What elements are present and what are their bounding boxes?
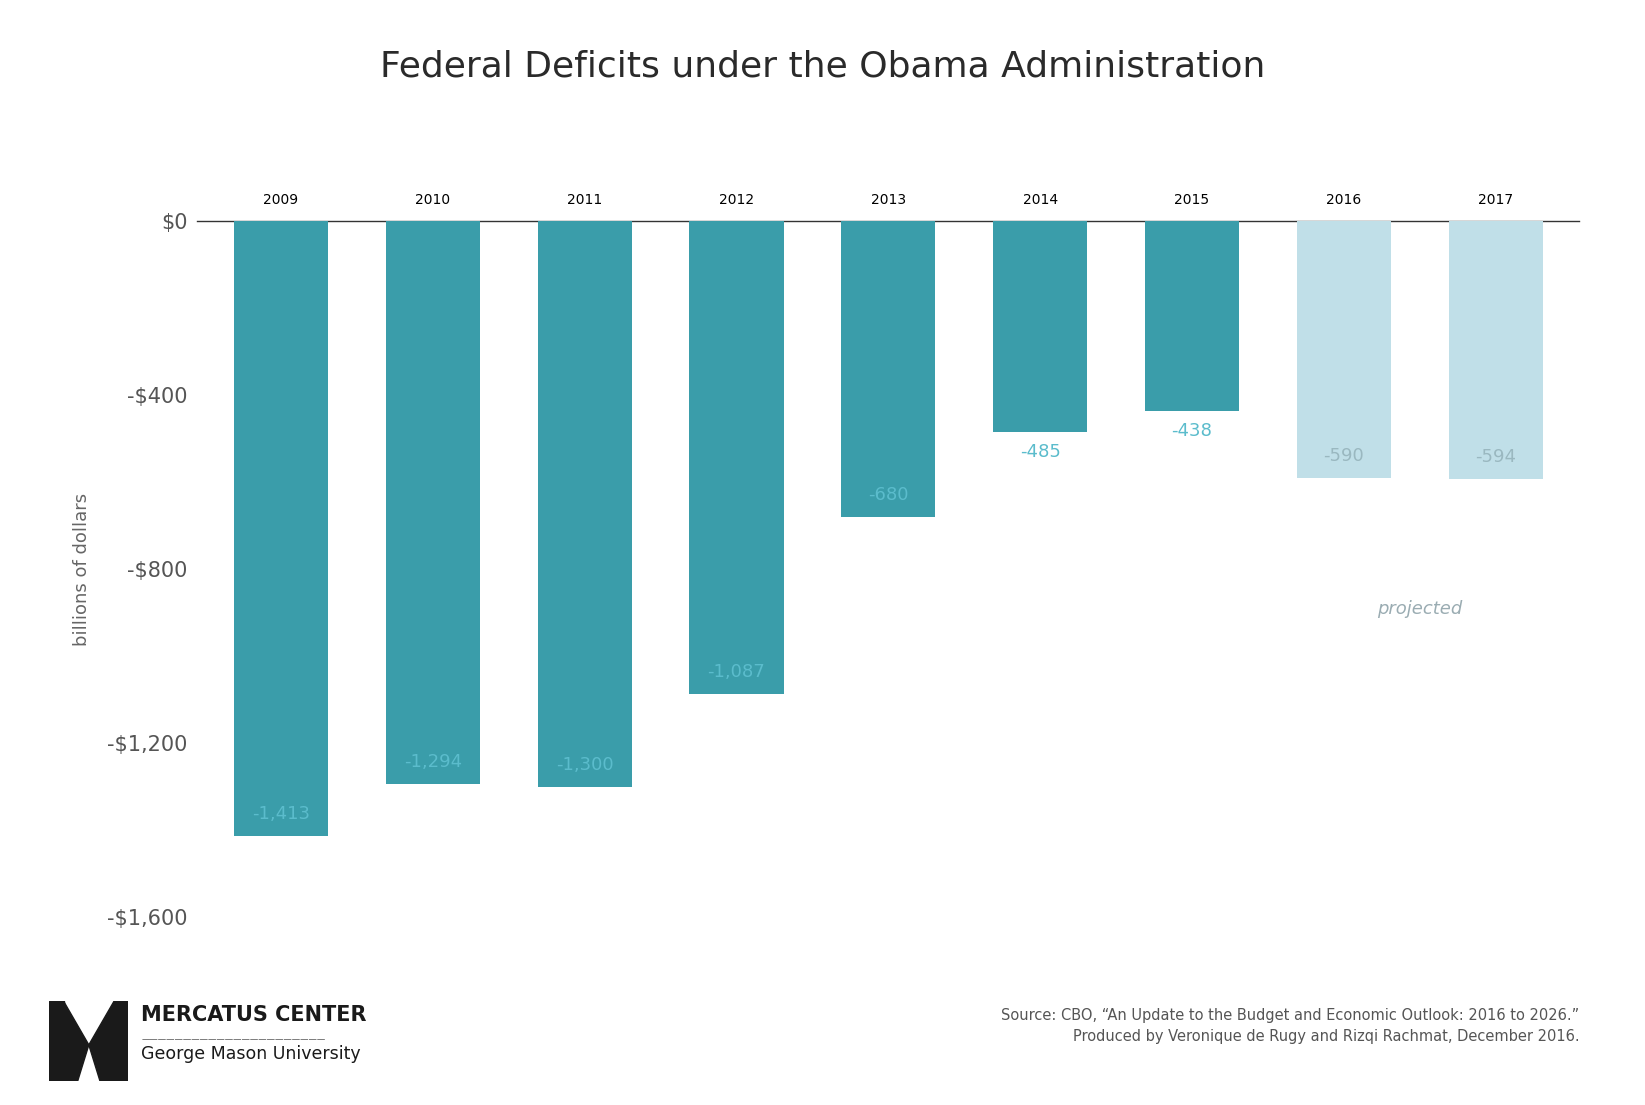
Bar [689, 221, 783, 694]
Text: -1,087: -1,087 [707, 663, 765, 681]
Text: George Mason University: George Mason University [141, 1045, 362, 1063]
Text: -590: -590 [1324, 446, 1364, 464]
Text: -680: -680 [869, 486, 908, 504]
Bar [841, 221, 936, 517]
Text: -1,413: -1,413 [252, 804, 309, 823]
Polygon shape [64, 1001, 89, 1081]
Text: -1,300: -1,300 [556, 756, 614, 774]
Text: ——————————————————————: —————————————————————— [141, 1035, 326, 1044]
Bar [1449, 221, 1543, 480]
Text: Source: CBO, “An Update to the Budget and Economic Outlook: 2016 to 2026.”
Produ: Source: CBO, “An Update to the Budget an… [1000, 1008, 1579, 1044]
Bar [1296, 221, 1392, 477]
Bar [234, 221, 327, 836]
Text: -438: -438 [1171, 422, 1212, 440]
Text: -485: -485 [1020, 443, 1061, 461]
Text: Federal Deficits under the Obama Administration: Federal Deficits under the Obama Adminis… [380, 50, 1265, 84]
Text: projected: projected [1377, 600, 1462, 618]
Polygon shape [49, 1001, 64, 1081]
Bar [994, 221, 1087, 432]
Bar [1145, 221, 1239, 411]
Polygon shape [114, 1001, 128, 1081]
Bar [385, 221, 480, 785]
Y-axis label: billions of dollars: billions of dollars [72, 493, 90, 645]
Bar [538, 221, 632, 787]
Text: MERCATUS CENTER: MERCATUS CENTER [141, 1006, 367, 1025]
Text: -1,294: -1,294 [403, 754, 462, 771]
Polygon shape [89, 1001, 114, 1081]
Text: -594: -594 [1476, 449, 1517, 466]
